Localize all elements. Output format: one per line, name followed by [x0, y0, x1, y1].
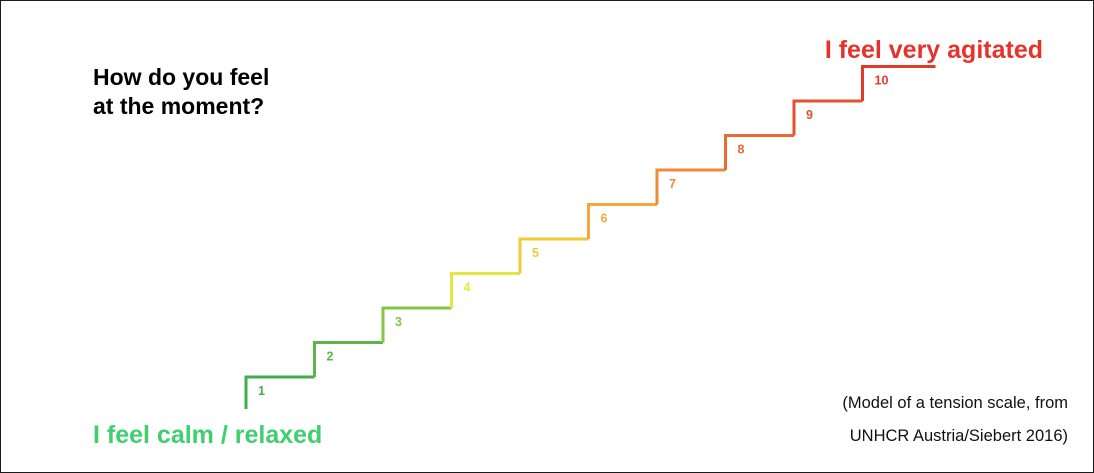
- step-4: [450, 272, 520, 308]
- step-label-10: 10: [875, 74, 889, 88]
- source-note: (Model of a tension scale, from UNHCR Au…: [728, 387, 1068, 453]
- step-1: [244, 375, 315, 409]
- step-10: [861, 65, 936, 101]
- question-heading: How do you feel at the moment?: [93, 63, 393, 121]
- step-7: [655, 168, 726, 205]
- step-label-7: 7: [669, 177, 676, 191]
- step-label-3: 3: [395, 315, 402, 329]
- agitated-label: I feel very agitated: [824, 36, 1043, 64]
- source-line-2: UNHCR Austria/Siebert 2016): [849, 427, 1068, 445]
- question-line-1: How do you feel: [93, 64, 270, 90]
- step-label-5: 5: [532, 246, 539, 260]
- source-line-1: (Model of a tension scale, from: [842, 394, 1068, 412]
- step-5: [518, 237, 589, 274]
- step-6: [587, 203, 657, 239]
- step-label-6: 6: [601, 212, 608, 226]
- step-2: [313, 341, 383, 377]
- step-label-9: 9: [806, 108, 813, 122]
- step-label-8: 8: [738, 143, 745, 157]
- step-label-4: 4: [464, 281, 471, 295]
- step-label-1: 1: [258, 384, 265, 398]
- question-line-2: at the moment?: [93, 93, 265, 119]
- step-3: [381, 306, 452, 343]
- step-label-2: 2: [327, 350, 334, 364]
- step-9: [792, 99, 863, 136]
- step-8: [724, 134, 794, 170]
- calm-label: I feel calm / relaxed: [93, 421, 323, 449]
